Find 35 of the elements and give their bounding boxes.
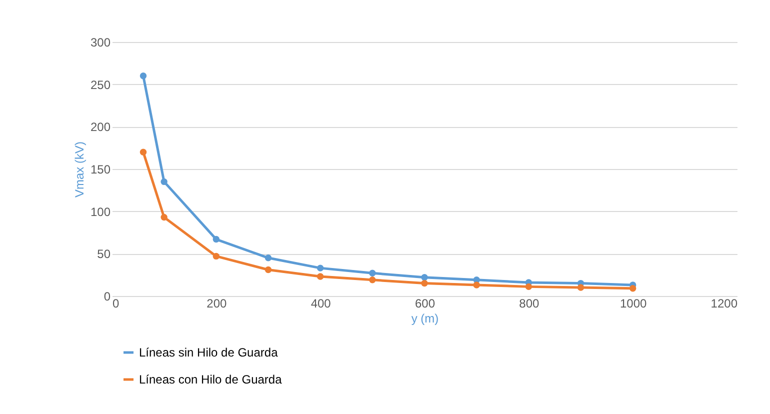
point (264, 254, 272, 262)
y-tick-label: 50 (97, 247, 111, 262)
point (369, 270, 376, 276)
x-tick-label: 1200 (710, 296, 738, 310)
y-tick-label: 200 (90, 120, 111, 134)
x-tick-label: 600 (414, 296, 436, 310)
y-axis-title: Vmax (kV) (72, 141, 86, 198)
point (421, 280, 428, 287)
point (369, 276, 376, 284)
legend-label: Líneas con Hilo de Guarda (139, 372, 282, 386)
point (421, 274, 428, 281)
x-tick-label: 1000 (620, 296, 648, 310)
point (160, 214, 168, 221)
point (473, 282, 480, 288)
point (316, 273, 324, 280)
point (160, 178, 168, 186)
legend-label: Líneas sin Hilo de Guarda (139, 346, 278, 360)
x-tick-label: 400 (310, 296, 332, 310)
point (629, 285, 636, 292)
point (140, 72, 147, 80)
x-tick-label: 200 (206, 296, 227, 310)
x-tick-label: 800 (519, 296, 540, 310)
x-axis-title: y (m) (411, 312, 439, 326)
point (525, 283, 532, 290)
point (316, 264, 324, 272)
y-tick-label: 250 (90, 78, 111, 92)
point (140, 148, 147, 156)
point (212, 252, 220, 260)
point (264, 266, 272, 274)
y-tick-label: 150 (90, 162, 111, 176)
point (577, 284, 584, 291)
y-tick-label: 100 (90, 204, 111, 219)
point (212, 236, 220, 243)
x-tick-label: 0 (112, 296, 120, 310)
y-tick-label: 300 (90, 36, 111, 50)
